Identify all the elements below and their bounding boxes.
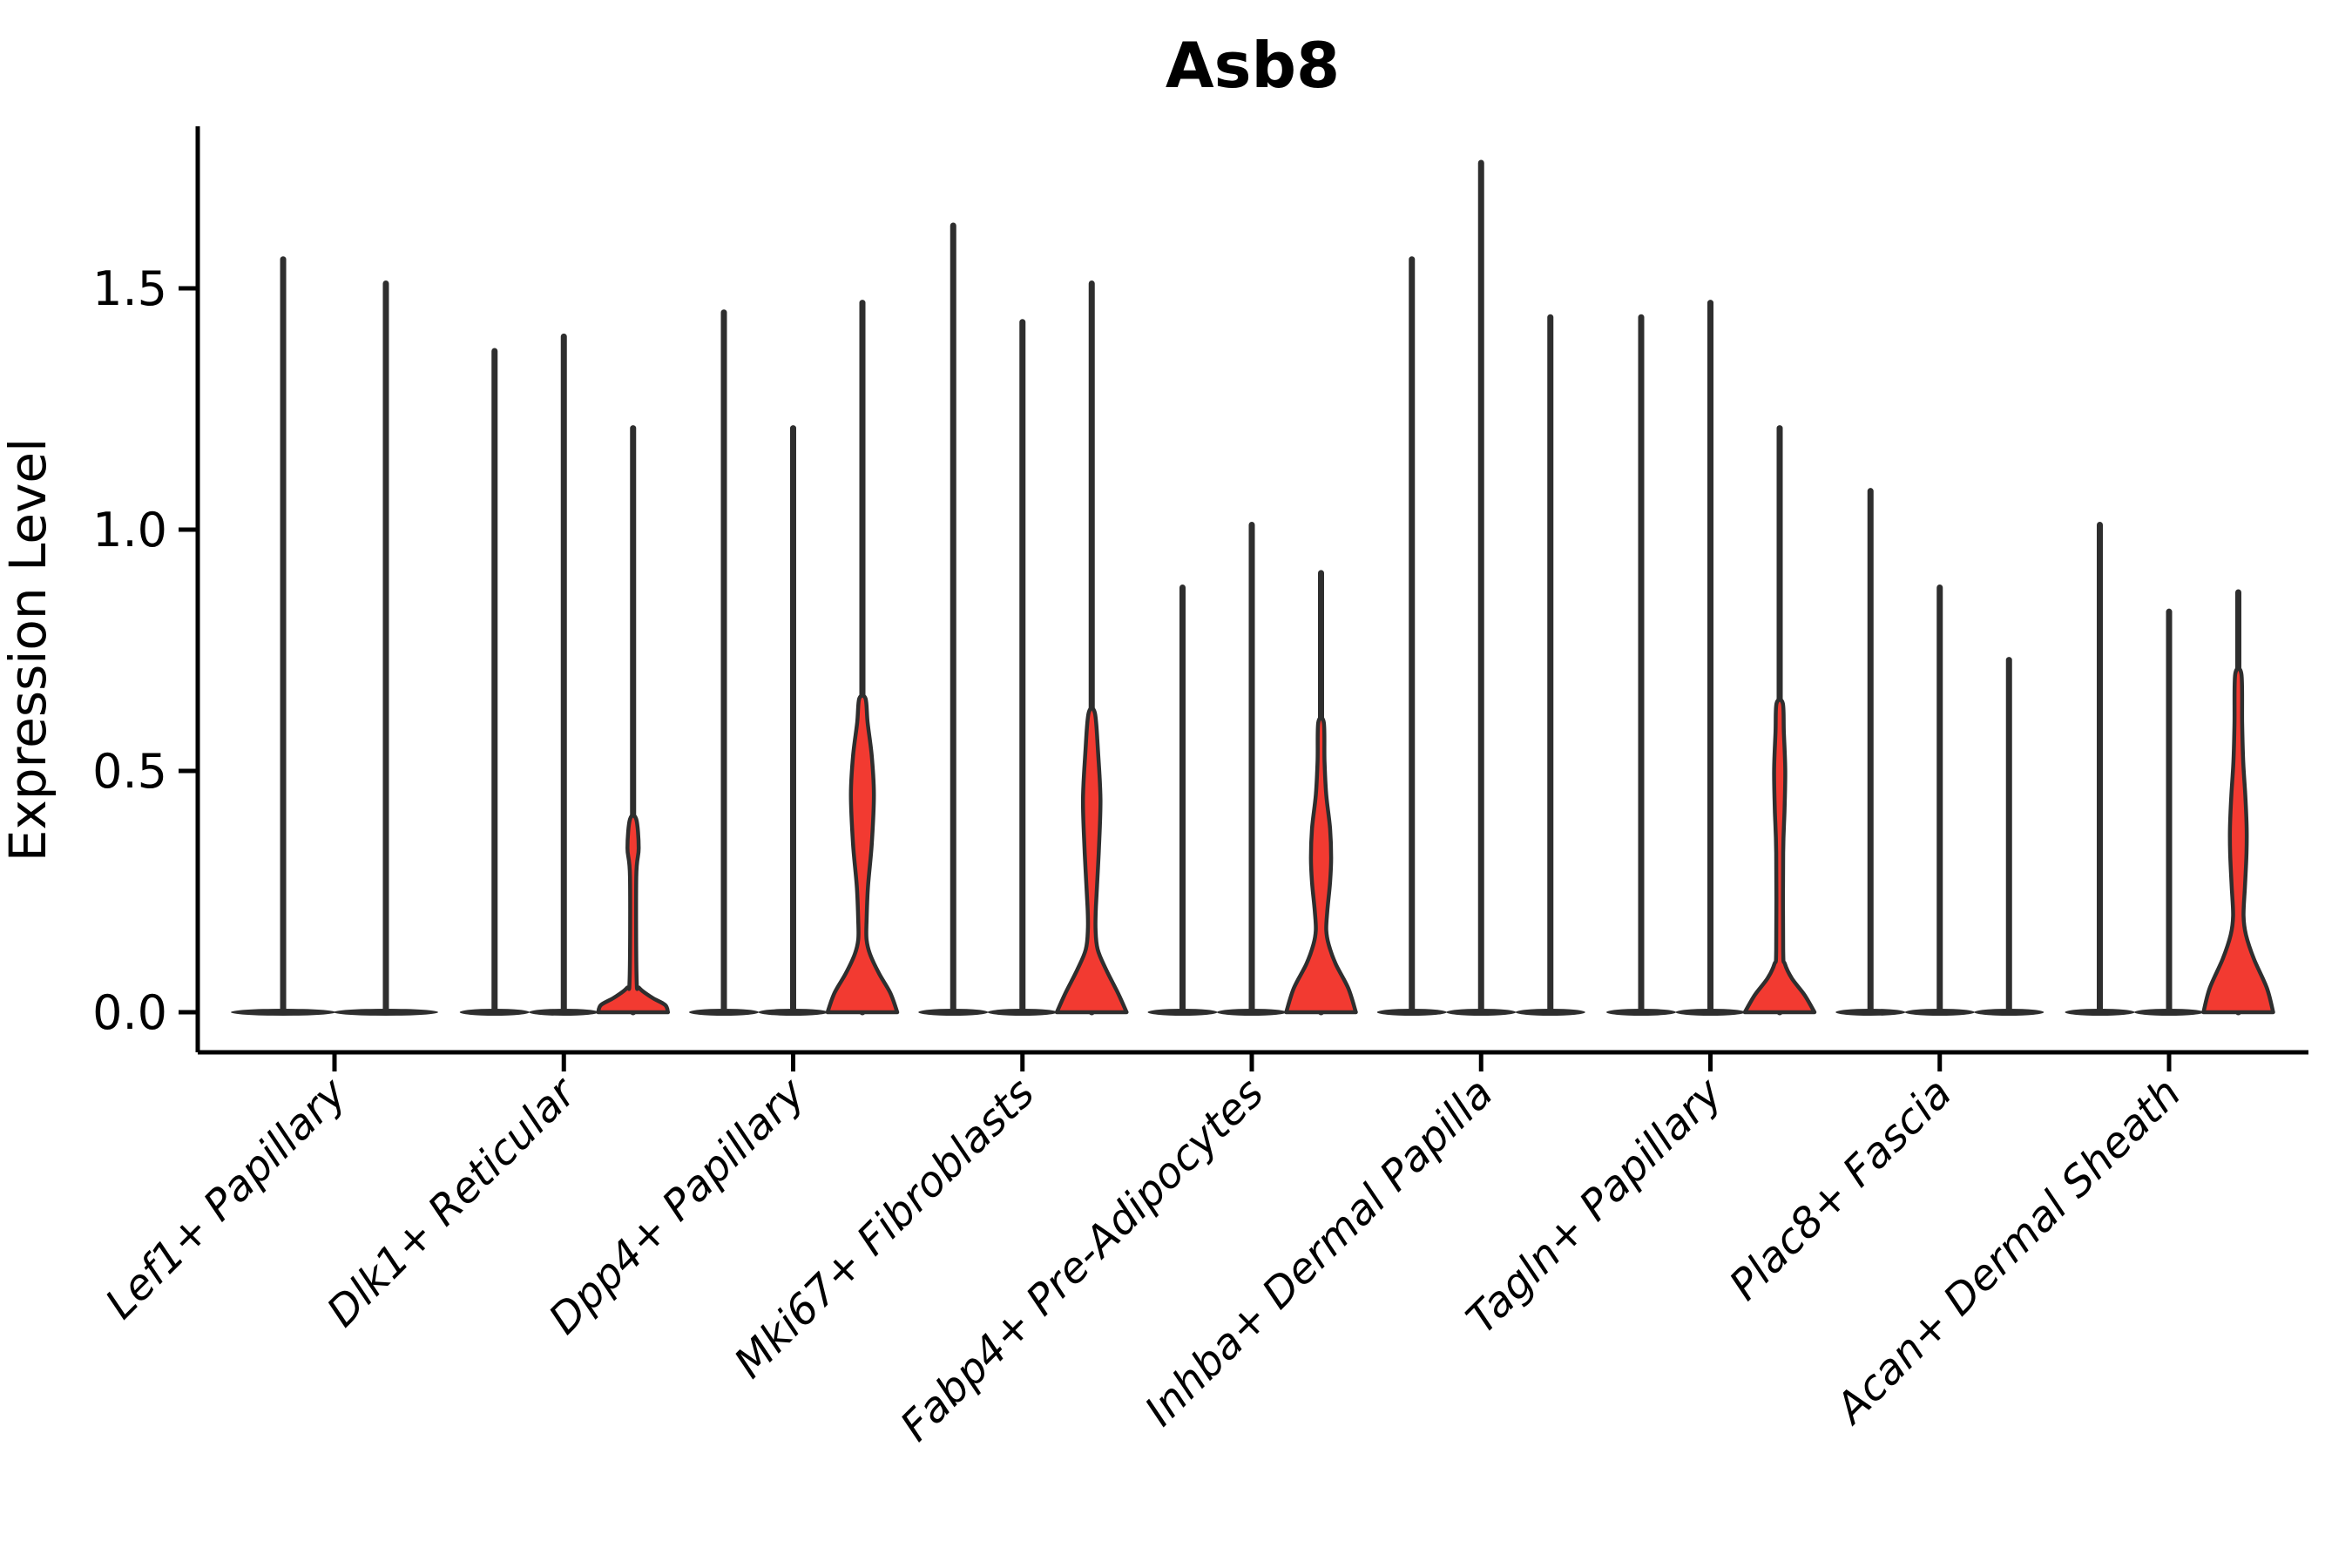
- x-tick-label: Lef1+ Papillary: [96, 1068, 356, 1328]
- violin-baseline-lens: [529, 1009, 599, 1016]
- violin-baseline-lens: [918, 1009, 989, 1016]
- x-tick-label: Dlk1+ Reticular: [318, 1067, 588, 1337]
- x-tick-label: Dpp4+ Papillary: [539, 1068, 814, 1343]
- violin-baseline-lens: [1835, 1009, 1906, 1016]
- violin-baseline-lens: [1675, 1009, 1746, 1016]
- violin-body-filled: [2201, 666, 2275, 1015]
- violin-baseline-lens: [1515, 1009, 1585, 1016]
- y-tick-label: 1.5: [92, 261, 167, 316]
- violin-baseline-lens: [1216, 1009, 1288, 1016]
- violin-baseline-lens: [688, 1009, 760, 1016]
- y-tick-label: 0.0: [92, 985, 167, 1040]
- violin-baseline-lens: [459, 1009, 530, 1016]
- violin-baseline-lens: [1605, 1009, 1677, 1016]
- violin-baseline-lens: [1974, 1009, 2044, 1016]
- violin-body-filled: [1742, 698, 1817, 1015]
- y-tick-label: 1.0: [92, 503, 167, 558]
- chart-title: Asb8: [1166, 29, 1340, 102]
- violin-body-filled: [1284, 715, 1358, 1015]
- x-tick-label: Tagln+ Papillary: [1457, 1068, 1733, 1343]
- violin-baseline-lens: [1376, 1009, 1447, 1016]
- x-tick-label: Fabp4+ Pre-Adipocytes: [891, 1069, 1274, 1451]
- violin-baseline-lens: [987, 1009, 1058, 1016]
- x-tick-label: Plac8+ Fascia: [1720, 1069, 1962, 1310]
- violin-body-filled: [1054, 706, 1129, 1015]
- violin-baseline-lens: [1904, 1009, 1975, 1016]
- violin-baseline-lens: [1446, 1009, 1517, 1016]
- violin-baseline-lens: [1147, 1009, 1218, 1016]
- violin-baseline-lens: [2133, 1009, 2205, 1016]
- violin-baseline-lens: [231, 1009, 336, 1016]
- y-tick-label: 0.5: [92, 744, 167, 799]
- violin-baseline-lens: [2065, 1009, 2135, 1016]
- violin-baseline-lens: [758, 1009, 828, 1016]
- violin-body-filled: [825, 693, 900, 1015]
- violin-baseline-lens: [333, 1009, 438, 1016]
- y-axis-label: Expression Level: [0, 438, 57, 862]
- violin-body-filled: [596, 814, 671, 1015]
